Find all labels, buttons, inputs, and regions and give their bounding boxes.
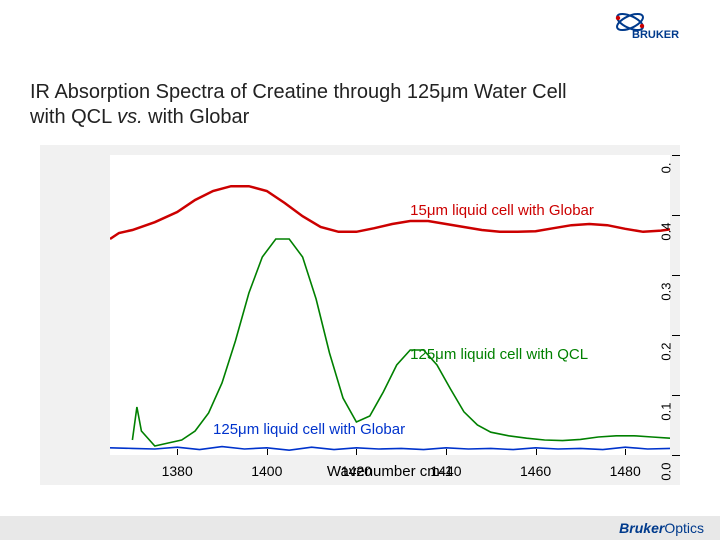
footer-brand: Bruker: [619, 520, 664, 536]
x-tick-mark: [446, 449, 447, 455]
series-label: 125μm liquid cell with Globar: [213, 421, 405, 438]
y-tick-label: 0.3: [659, 283, 674, 323]
y-tick-label: 0.2: [659, 343, 674, 383]
spectrum-chart: Wavenumber cm-1 15μm liquid cell with Gl…: [40, 145, 680, 485]
plot-svg: [110, 155, 670, 455]
x-tick-mark: [536, 449, 537, 455]
y-tick-mark: [672, 335, 680, 336]
y-tick-mark: [672, 215, 680, 216]
y-tick-mark: [672, 155, 680, 156]
x-tick-label: 1400: [251, 463, 282, 479]
y-tick-mark: [672, 395, 680, 396]
plot-area: Wavenumber cm-1 15μm liquid cell with Gl…: [110, 155, 670, 455]
footer-logo: BrukerOptics: [619, 520, 704, 536]
series-qcl-125um: [132, 239, 670, 446]
x-tick-mark: [267, 449, 268, 455]
series-globar-125um: [110, 447, 670, 451]
x-tick-label: 1480: [610, 463, 641, 479]
y-tick-mark: [672, 275, 680, 276]
y-tick-label: 0.1: [659, 403, 674, 443]
x-tick-label: 1460: [520, 463, 551, 479]
y-tick-label: 0.: [659, 163, 674, 203]
x-tick-label: 1440: [430, 463, 461, 479]
x-tick-mark: [356, 449, 357, 455]
y-tick-label: 0.4: [659, 223, 674, 263]
series-label: 125μm liquid cell with QCL: [410, 346, 588, 363]
x-tick-label: 1380: [162, 463, 193, 479]
logo-text: BRUKER: [632, 29, 679, 41]
title-part-3: with QCL: [30, 106, 117, 128]
bruker-logo: BRUKER: [610, 8, 700, 44]
title-vs: vs.: [117, 106, 143, 128]
title-part-1: IR Absorption Spectra of Creatine throug…: [30, 81, 440, 103]
series-label: 15μm liquid cell with Globar: [410, 202, 594, 219]
y-tick-mark: [672, 455, 680, 456]
title-part-2: m Water Cell: [452, 81, 567, 103]
footer-bar: BrukerOptics: [0, 516, 720, 540]
footer-optics: Optics: [664, 520, 704, 536]
x-tick-label: 1420: [341, 463, 372, 479]
x-tick-mark: [177, 449, 178, 455]
x-tick-mark: [625, 449, 626, 455]
page-title: IR Absorption Spectra of Creatine throug…: [30, 80, 690, 130]
y-tick-label: 0.0: [659, 463, 674, 503]
title-part-4: with Globar: [143, 106, 250, 128]
